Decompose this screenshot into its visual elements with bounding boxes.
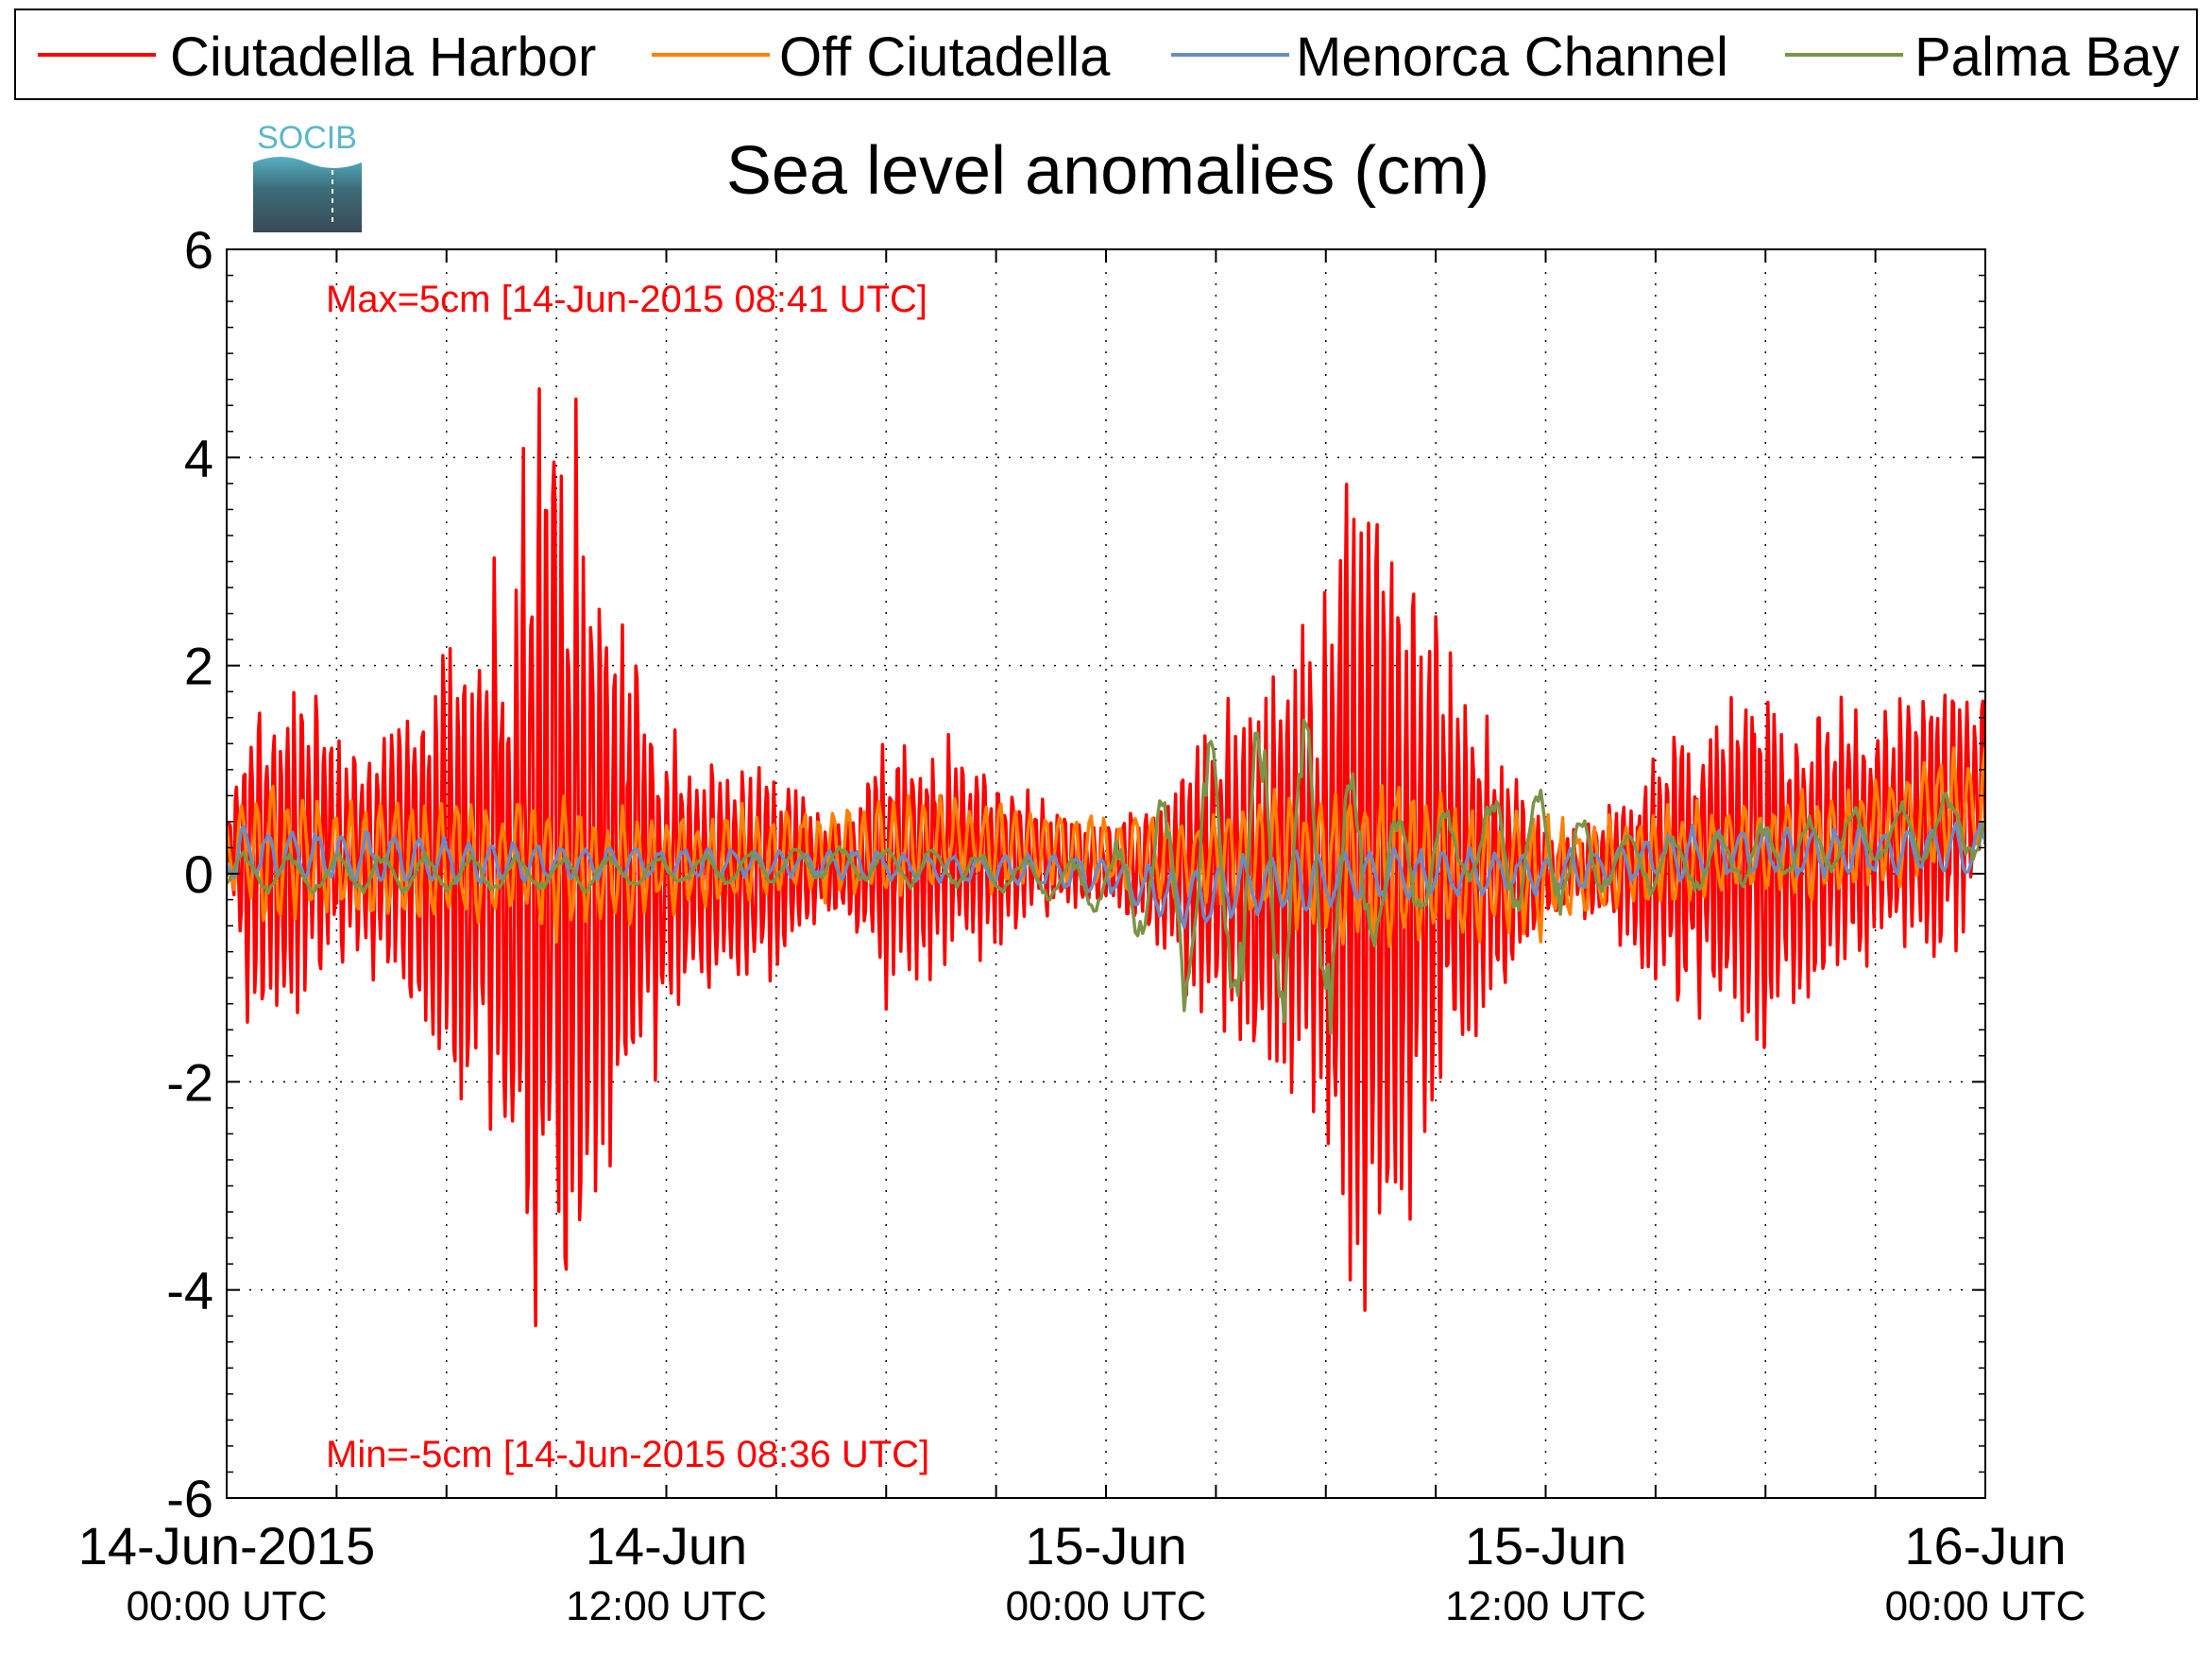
logo-wave [253,153,362,168]
x-tick-label-time: 00:00 UTC [1006,1583,1207,1629]
x-tick-label-date: 15-Jun [1025,1516,1186,1575]
legend-label: Palma Bay [1914,26,2179,88]
logo-text: SOCIB [257,120,357,156]
y-tick-label: 4 [184,428,213,487]
y-tick-label: 2 [184,637,213,696]
max-annotation: Max=5cm [14-Jun-2015 08:41 UTC] [326,279,927,320]
x-tick-label-date: 16-Jun [1904,1516,2066,1575]
legend: Ciutadella Harbor Off Ciutadella Menorca C… [14,9,2198,100]
x-tick-label-time: 12:00 UTC [1445,1583,1646,1629]
plot-area [226,248,1986,1499]
x-tick-label-date: 15-Jun [1465,1516,1626,1575]
x-tick-label-time: 00:00 UTC [127,1583,328,1629]
x-tick-label-date: 14-Jun [586,1516,747,1575]
plot-frame [226,248,1986,1499]
x-axis: 14-Jun-2015 00:00 UTC 14-Jun 12:00 UTC 15-Ju… [78,1516,2086,1629]
y-tick-label: -6 [166,1469,213,1528]
series-line-off-ciutadella [227,746,1985,948]
min-annotation: Min=-5cm [14-Jun-2015 08:36 UTC] [326,1434,929,1475]
chart-title: Sea level anomalies (cm) [726,133,1489,209]
legend-label: Ciutadella Harbor [170,26,596,88]
series-line-ciutadella-harbor [227,386,1985,1328]
x-tick-label-time: 00:00 UTC [1885,1583,2086,1629]
legend-label: Menorca Channel [1296,26,1728,88]
series-line-palma-bay [227,718,1985,1036]
y-axis: -6 -4 -2 0 2 4 6 [166,220,213,1528]
y-tick-label: 6 [184,220,213,280]
series-layer [227,386,1985,1328]
legend-label: Off Ciutadella [779,26,1111,88]
x-tick-label-time: 12:00 UTC [566,1583,767,1629]
x-tick-label-date: 14-Jun-2015 [78,1516,375,1575]
y-tick-label: 0 [184,844,213,904]
socib-logo: SOCIB [253,120,362,232]
y-tick-label: -4 [166,1261,213,1320]
y-tick-label: -2 [166,1052,213,1112]
